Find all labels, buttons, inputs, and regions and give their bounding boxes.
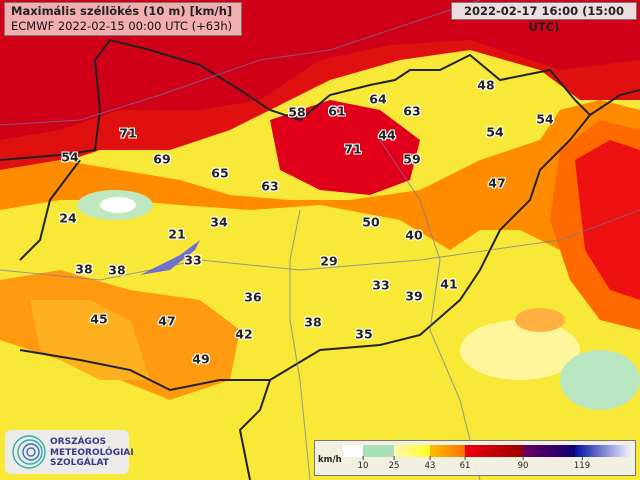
- country-borders: [0, 38, 640, 480]
- gust-value-label: 38: [75, 261, 93, 277]
- gust-value-label: 69: [153, 151, 171, 167]
- gust-value-label: 54: [486, 124, 504, 140]
- gust-value-label: 47: [158, 313, 176, 329]
- legend-tick: 10: [357, 456, 369, 471]
- gust-value-label: 38: [304, 314, 322, 330]
- legend-tick: 61: [459, 456, 471, 471]
- gust-value-label: 33: [372, 277, 390, 293]
- gust-value-label: 64: [369, 91, 387, 107]
- gust-value-label: 45: [90, 311, 108, 327]
- gust-value-label: 35: [355, 326, 373, 342]
- gust-value-label: 71: [344, 141, 362, 157]
- gust-value-label: 54: [536, 111, 554, 127]
- map-title: Maximális széllökés (10 m) [km/h]: [11, 4, 233, 18]
- gust-value-label: 34: [210, 214, 228, 230]
- gust-value-label: 21: [168, 226, 186, 242]
- gust-value-label: 63: [403, 103, 421, 119]
- legend-tick: 90: [517, 456, 529, 471]
- spiral-logo-icon: [12, 435, 46, 469]
- gust-value-label: 29: [320, 253, 338, 269]
- gust-value-label: 61: [328, 103, 346, 119]
- legend-tick: 43: [424, 456, 436, 471]
- legend-tick: 25: [388, 456, 400, 471]
- map-title-box: Maximális széllökés (10 m) [km/h] ECMWF …: [4, 2, 242, 36]
- gust-value-label: 42: [235, 326, 253, 342]
- gust-value-label: 50: [362, 214, 380, 230]
- gust-value-label: 48: [477, 77, 495, 93]
- legend-tick: 119: [573, 456, 591, 471]
- gust-value-label: 36: [244, 289, 262, 305]
- gust-value-label: 41: [440, 276, 458, 292]
- gust-value-label: 38: [108, 262, 126, 278]
- gust-value-label: 63: [261, 178, 279, 194]
- gust-value-label: 40: [405, 227, 423, 243]
- color-legend: km/h 10 25 43 61 90 119: [314, 440, 636, 476]
- legend-unit: km/h: [318, 455, 342, 465]
- omsz-logo: ORSZÁGOS METEOROLÓGIAI SZOLGÁLAT: [5, 430, 134, 474]
- model-run-info: ECMWF 2022-02-15 00:00 UTC (+63h): [11, 19, 233, 33]
- logo-line-3: SZOLGÁLAT: [50, 458, 109, 468]
- gust-value-label: 24: [59, 210, 77, 226]
- gust-value-label: 71: [119, 125, 137, 141]
- valid-time: 2022-02-17 16:00 (15:00 UTC): [451, 2, 637, 34]
- gust-value-label: 54: [61, 149, 79, 165]
- gust-value-label: 44: [378, 127, 396, 143]
- gust-value-label: 58: [288, 104, 306, 120]
- gust-value-label: 49: [192, 351, 210, 367]
- logo-line-1: ORSZÁGOS: [50, 437, 107, 447]
- legend-color-bar: [343, 445, 630, 457]
- logo-line-2: METEOROLÓGIAI: [50, 447, 134, 458]
- gust-value-label: 33: [184, 252, 202, 268]
- gust-value-label: 65: [211, 165, 229, 181]
- gust-value-label: 59: [403, 151, 421, 167]
- gust-value-label: 47: [488, 175, 506, 191]
- gust-value-label: 39: [405, 288, 423, 304]
